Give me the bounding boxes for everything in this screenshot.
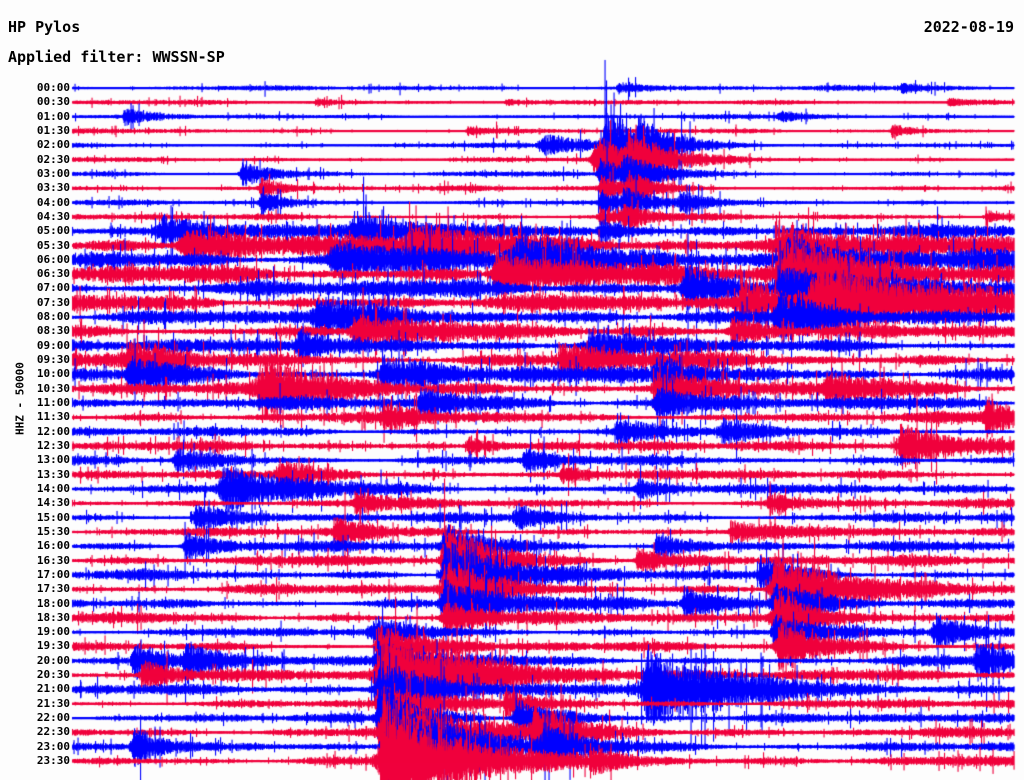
time-label: 10:00 — [36, 367, 70, 381]
time-label: 03:30 — [36, 181, 70, 195]
time-label: 15:30 — [36, 524, 70, 538]
time-label: 13:00 — [36, 453, 70, 467]
time-label: 04:30 — [36, 209, 70, 223]
time-label: 20:30 — [36, 668, 70, 682]
time-label: 16:00 — [36, 539, 70, 553]
time-label: 21:30 — [36, 696, 70, 710]
time-label: 23:00 — [36, 739, 70, 753]
time-label: 16:30 — [36, 553, 70, 567]
time-label: 19:00 — [36, 625, 70, 639]
time-label: 18:30 — [36, 610, 70, 624]
time-label: 17:30 — [36, 582, 70, 596]
time-label: 11:00 — [36, 396, 70, 410]
time-label: 04:00 — [36, 195, 70, 209]
time-label: 07:00 — [36, 281, 70, 295]
time-label: 11:30 — [36, 410, 70, 424]
time-label: 03:00 — [36, 166, 70, 180]
time-label: 05:30 — [36, 238, 70, 252]
time-label: 00:00 — [36, 81, 70, 94]
time-label: 13:30 — [36, 467, 70, 481]
record-date-label: 2022-08-19 — [923, 18, 1014, 36]
time-axis-labels: 00:00 00:30 01:00 01:30 02:00 02:30 03:00 03:30… — [0, 0, 70, 780]
page-title: HP Pylos — [8, 18, 81, 36]
time-label: 19:30 — [36, 639, 70, 653]
time-label: 09:30 — [36, 353, 70, 367]
time-label: 20:00 — [36, 653, 70, 667]
time-label: 01:30 — [36, 123, 70, 137]
time-label: 12:00 — [36, 424, 70, 438]
time-label: 14:00 — [36, 481, 70, 495]
time-label: 22:00 — [36, 711, 70, 725]
time-label: 21:00 — [36, 682, 70, 696]
time-label: 02:30 — [36, 152, 70, 166]
time-label: 05:00 — [36, 224, 70, 238]
applied-filter-label: Applied filter: WWSSN-SP — [8, 48, 225, 66]
time-label: 01:00 — [36, 109, 70, 123]
time-label: 10:30 — [36, 381, 70, 395]
time-label: 09:00 — [36, 338, 70, 352]
time-label: 18:00 — [36, 596, 70, 610]
time-label: 14:30 — [36, 496, 70, 510]
time-label: 12:30 — [36, 439, 70, 452]
time-label: 06:30 — [36, 267, 70, 281]
time-label: 23:30 — [36, 754, 70, 768]
time-label: 08:30 — [36, 324, 70, 338]
time-label: 00:30 — [36, 95, 70, 109]
time-label: 06:00 — [36, 252, 70, 266]
time-label: 22:30 — [36, 725, 70, 739]
time-label: 07:30 — [36, 295, 70, 309]
time-label: 15:00 — [36, 510, 70, 524]
time-label: 08:00 — [36, 310, 70, 324]
time-label: 02:00 — [36, 138, 70, 152]
time-label: 17:00 — [36, 567, 70, 581]
